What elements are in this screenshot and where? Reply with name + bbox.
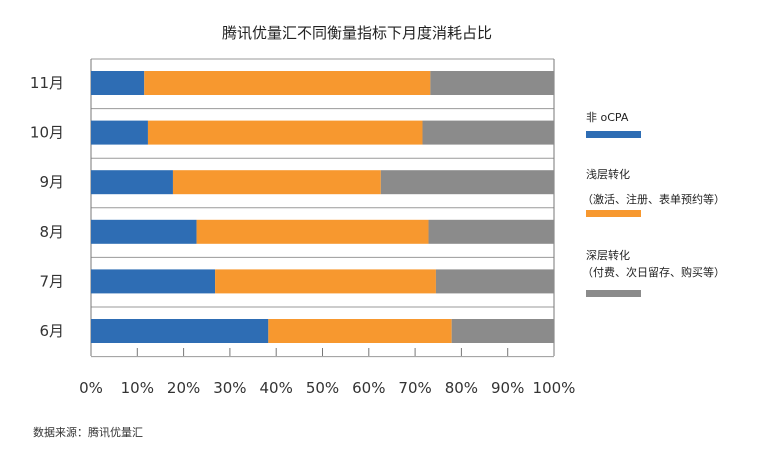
bar-segment-deep (435, 269, 554, 294)
bar-segment-non-ocpa (91, 71, 145, 95)
x-tick-label: 20% (167, 379, 200, 397)
y-tick-label: 6月 (39, 322, 64, 340)
x-tick-label: 50% (306, 379, 339, 397)
x-tick-label: 80% (445, 379, 478, 397)
y-tick-label: 10月 (30, 124, 64, 142)
bar-segment-shallow (215, 269, 436, 294)
y-tick-label: 8月 (39, 223, 64, 241)
y-tick-label: 11月 (30, 74, 64, 92)
legend-swatch (586, 131, 641, 138)
legend-label: 非 oCPA (586, 111, 629, 124)
bar-segment-shallow (147, 120, 423, 145)
source-note: 数据来源：腾讯优量汇 (33, 426, 143, 439)
x-tick-label: 100% (533, 379, 576, 397)
bar-segment-deep (380, 170, 554, 195)
legend-swatch (586, 210, 641, 217)
legend-sublabel: （激活、注册、表单预约等） (582, 192, 725, 206)
bar-segment-shallow (268, 319, 452, 343)
bar-segment-shallow (196, 219, 429, 244)
bar-segment-non-ocpa (91, 319, 269, 343)
legend: 非 oCPA 浅层转化 （激活、注册、表单预约等） 深层转化 （付费、次日留存、购买等） (582, 111, 725, 297)
bars (91, 71, 554, 343)
bar-segment-non-ocpa (91, 219, 197, 244)
bar-segment-shallow (144, 71, 431, 95)
x-tick-label: 90% (491, 379, 524, 397)
y-axis-labels: 11月 10月 9月 8月 7月 6月 (30, 74, 64, 340)
legend-label: 深层转化 (586, 248, 630, 262)
legend-label: 浅层转化 (586, 167, 630, 181)
x-tick-label: 60% (352, 379, 385, 397)
chart-title: 腾讯优量汇不同衡量指标下月度消耗占比 (222, 24, 492, 42)
y-tick-label: 9月 (39, 173, 64, 191)
bar-segment-non-ocpa (91, 269, 216, 294)
bar-segment-deep (422, 120, 554, 145)
x-tick-label: 0% (79, 379, 103, 397)
y-tick-label: 7月 (39, 272, 64, 290)
x-axis-labels: 0% 10% 20% 30% 40% 50% 60% 70% 80% 90% 100% (79, 379, 575, 397)
bar-segment-non-ocpa (91, 120, 148, 145)
x-tick-label: 40% (260, 379, 293, 397)
bar-segment-non-ocpa (91, 170, 173, 195)
bar-segment-deep (430, 71, 554, 95)
legend-swatch (586, 290, 641, 297)
bar-segment-deep (451, 319, 554, 343)
x-tick-label: 30% (213, 379, 246, 397)
legend-sublabel: （付费、次日留存、购买等） (582, 265, 725, 279)
bar-segment-deep (428, 219, 554, 244)
x-tick-label: 10% (121, 379, 154, 397)
grid-lines (90, 58, 555, 358)
bar-segment-shallow (172, 170, 381, 195)
x-tick-label: 70% (398, 379, 431, 397)
